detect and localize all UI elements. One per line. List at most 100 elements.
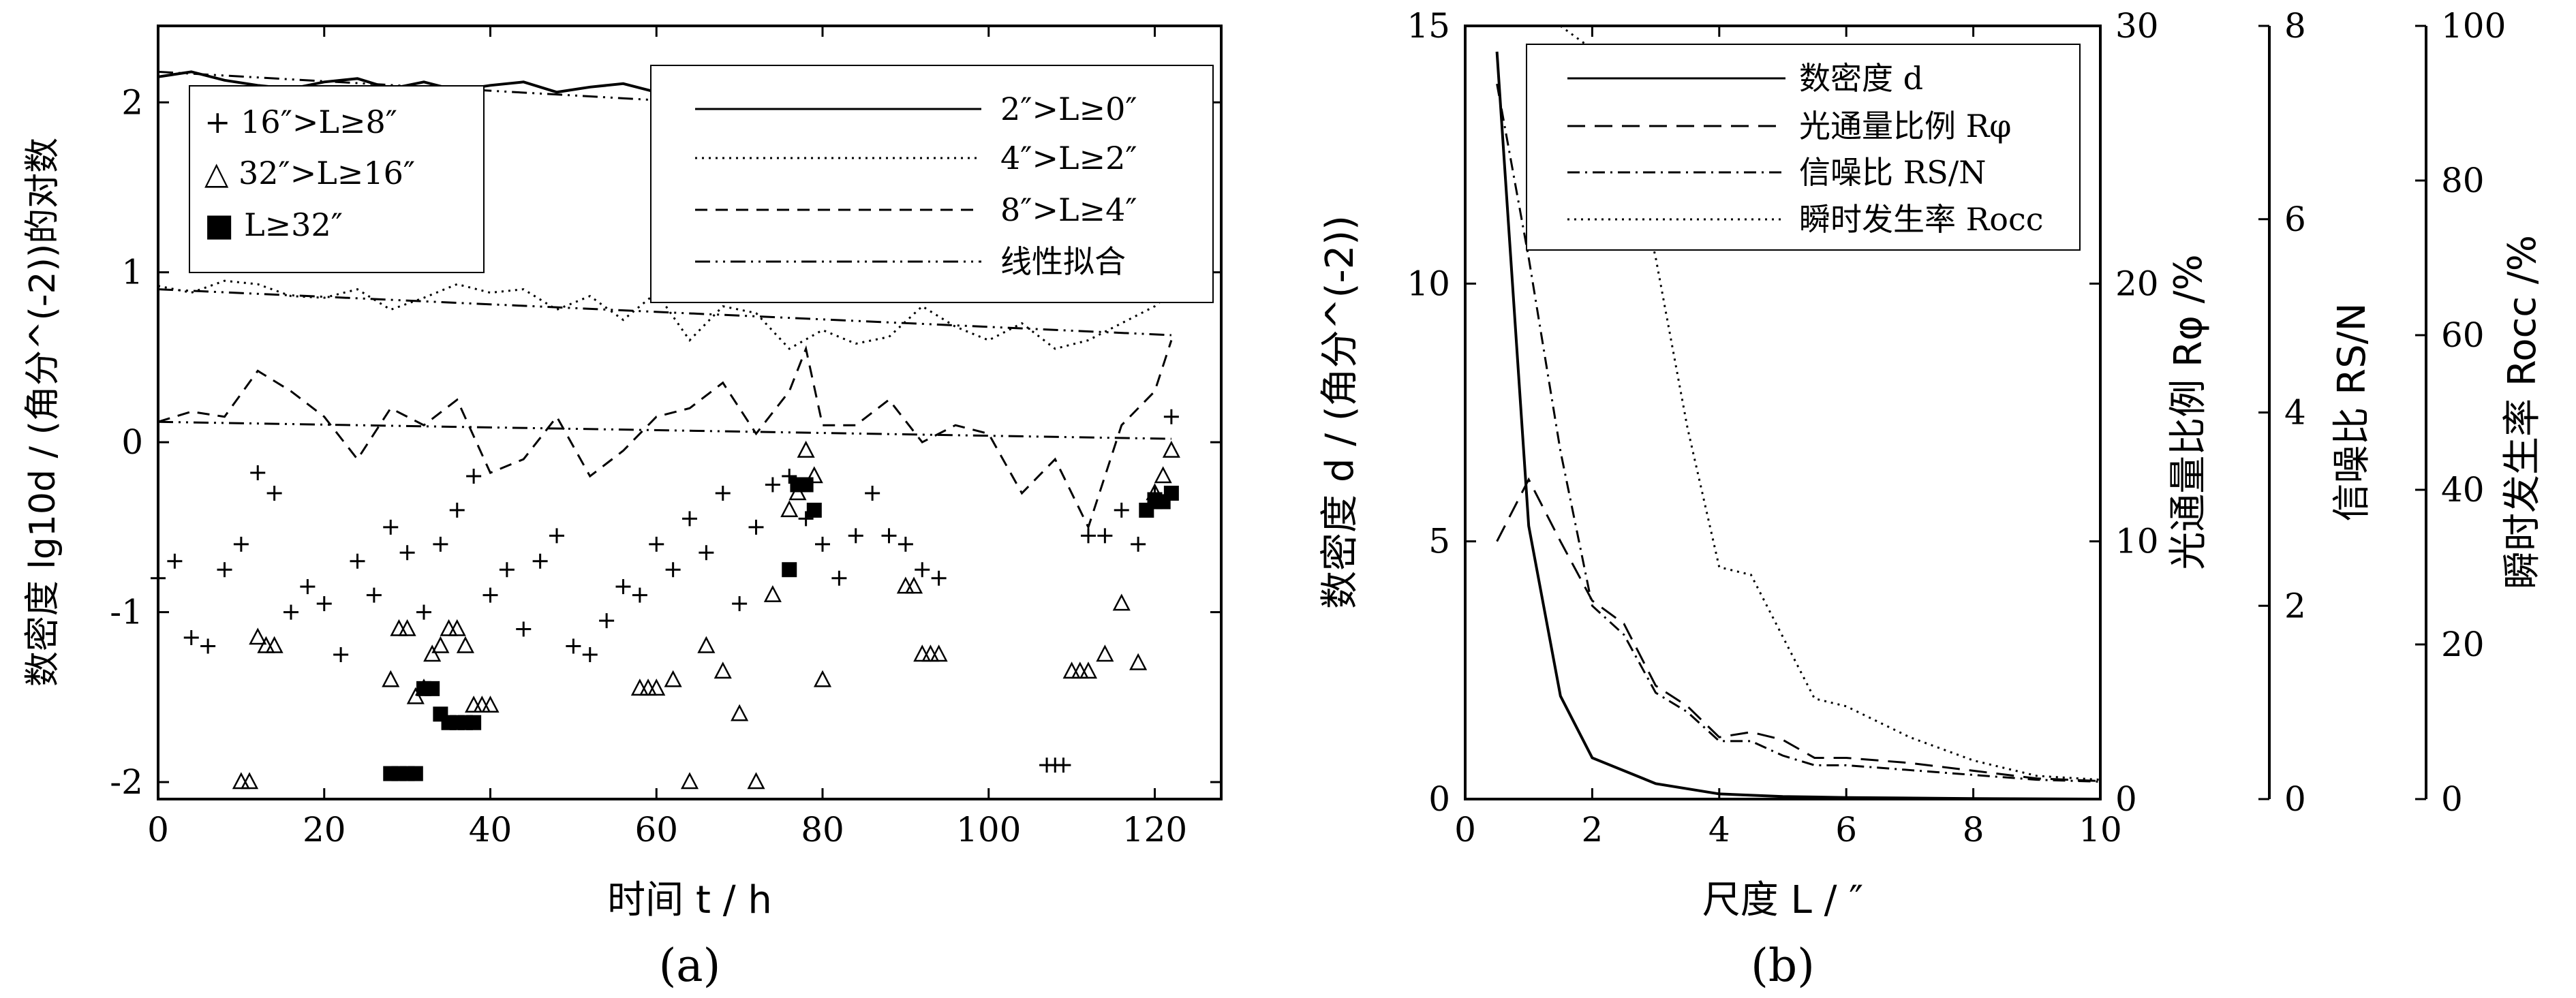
panel-b-x-ticks: 0 2 4 6 8 10 <box>1454 26 2122 849</box>
point-square <box>798 477 814 493</box>
point-plus <box>815 536 830 552</box>
series-dotted-line <box>157 279 1172 350</box>
point-plus <box>765 477 780 493</box>
b-ytick-r3-label: 100 <box>2441 6 2506 46</box>
panel-a-plot-frame <box>157 25 1223 800</box>
point-triangle <box>763 584 782 602</box>
point-plus <box>167 553 183 569</box>
point-plus <box>416 604 431 620</box>
point-triangle <box>249 627 267 645</box>
a-xtick-label: 0 <box>147 810 169 849</box>
panel-b-y-r2-label: 信噪比 RS/N <box>2330 302 2374 521</box>
point-plus <box>200 638 216 654</box>
panel-a-y-axis-label: 数密度 lg10d / (角分^(-2))的对数 <box>22 138 63 687</box>
point-plus <box>532 553 548 569</box>
b-ytick-left-label: 10 <box>1407 264 1450 303</box>
panel-a-legend-right-box <box>650 65 1214 303</box>
point-plus <box>433 536 448 552</box>
legend-b-item-2: 光通量比例 Rφ <box>1799 108 2011 144</box>
point-triangle <box>904 576 923 594</box>
series-fit-line <box>157 288 1171 337</box>
a-ytick-label: -1 <box>110 593 143 632</box>
point-triangle <box>456 636 475 653</box>
point-triangle <box>714 661 732 679</box>
point-triangle <box>780 500 799 518</box>
a-xtick-label: 40 <box>469 810 512 849</box>
a-xtick-label: 80 <box>801 810 844 849</box>
point-plus <box>266 485 282 501</box>
b-ytick-r1-label: 30 <box>2115 6 2159 46</box>
point-plus <box>699 545 714 561</box>
point-triangle <box>481 696 500 713</box>
legend-a-square: ■ L≥32″ <box>204 206 343 243</box>
point-plus <box>848 528 863 544</box>
point-plus <box>449 502 465 518</box>
b-ytick-r3-label: 20 <box>2441 625 2485 664</box>
b-ytick-left-label: 15 <box>1407 6 1450 46</box>
point-plus <box>649 536 664 552</box>
point-triangle <box>1112 593 1131 611</box>
point-plus <box>715 485 731 501</box>
panel-b-y-left-label: 数密度 d / (角分^(-2)) <box>1318 215 1362 609</box>
point-plus <box>665 562 681 578</box>
legend-a-item-3: 8″>L≥4″ <box>1000 191 1137 228</box>
point-plus <box>582 646 598 662</box>
point-triangle <box>398 619 416 636</box>
point-plus <box>183 630 199 646</box>
a-xtick-label: 120 <box>1122 810 1187 849</box>
b-ytick-r2-label: 8 <box>2284 6 2306 46</box>
point-plus <box>466 469 482 484</box>
b-ytick-r2-label: 2 <box>2284 586 2306 625</box>
point-plus <box>250 465 266 481</box>
b-ytick-left-label: 5 <box>1428 522 1450 561</box>
point-plus <box>865 485 880 501</box>
b-xtick-label: 8 <box>1963 810 1984 849</box>
series-fit-line <box>157 420 1171 440</box>
point-plus <box>782 469 797 484</box>
panel-a-y-ticks: -2 -1 0 1 2 <box>110 82 1221 802</box>
point-plus <box>798 511 814 527</box>
series-b-dashed-line <box>1496 477 2101 783</box>
point-plus <box>915 562 930 578</box>
point-triangle <box>805 466 823 484</box>
point-square <box>782 562 797 578</box>
point-plus <box>732 596 748 612</box>
panel-a-legend-left-box <box>189 85 485 273</box>
point-square <box>408 766 423 781</box>
point-plus <box>217 562 232 578</box>
legend-a-plus: + 16″>L≥8″ <box>204 104 397 140</box>
b-ytick-r1-label: 0 <box>2115 779 2137 819</box>
point-plus <box>1097 528 1113 544</box>
point-triangle <box>1162 440 1180 458</box>
point-triangle <box>382 670 400 687</box>
point-plus <box>881 528 897 544</box>
point-plus <box>316 596 332 612</box>
series-dashed-line <box>157 340 1173 530</box>
panel-b-series <box>1495 25 2101 800</box>
a-ytick-label: 2 <box>121 82 143 122</box>
point-plus <box>1163 409 1179 424</box>
point-plus <box>615 579 631 595</box>
b-ytick-r1-label: 10 <box>2115 522 2159 561</box>
point-triangle <box>747 772 765 790</box>
a-ytick-label: 1 <box>121 253 143 292</box>
panel-b-y-r3-label: 瞬时发生率 Rocc /% <box>2500 235 2545 589</box>
point-triangle <box>697 636 716 653</box>
point-square <box>425 681 440 696</box>
a-ytick-label: -2 <box>110 762 143 802</box>
b-ytick-r2-label: 4 <box>2284 393 2306 433</box>
point-plus <box>1056 758 1071 773</box>
panel-a-x-axis-label: 时间 t / h <box>607 878 772 922</box>
legend-a-item-4: 线性拟合 <box>1000 243 1126 280</box>
legend-b-item-3: 信噪比 RS/N <box>1799 154 1987 191</box>
b-ytick-r3-label: 0 <box>2441 779 2463 819</box>
series-b-dashdot-line <box>1496 83 2101 783</box>
point-square <box>466 715 482 730</box>
panel-a: 0 20 40 60 80 100 120 -2 -1 0 1 2 + 16″>L≥8″ △ 32″… <box>22 25 1223 992</box>
legend-b-item-4: 瞬时发生率 Rocc <box>1799 201 2043 238</box>
point-plus <box>1114 502 1129 518</box>
point-plus <box>366 587 382 603</box>
point-plus <box>333 646 349 662</box>
